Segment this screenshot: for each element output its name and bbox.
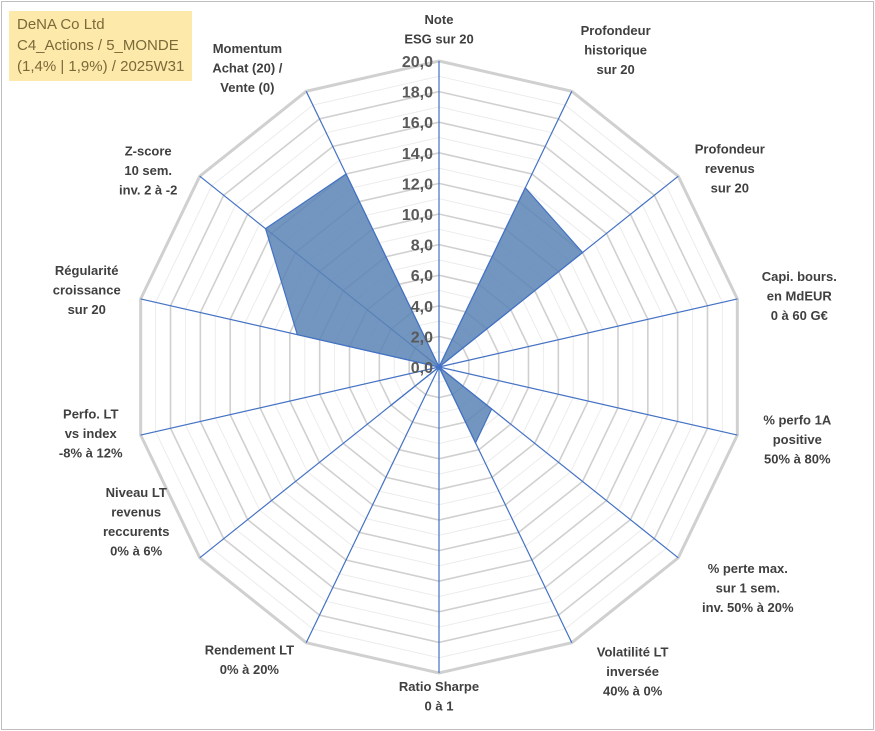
axis-label-line: 0% à 6% xyxy=(110,544,162,559)
axis-label-line: positive xyxy=(773,432,822,447)
tick-label: 6,0 xyxy=(411,268,433,285)
axis-label: Perfo. LT vs index -8% à 12% xyxy=(59,406,123,460)
title-line-1: DeNA Co Ltd xyxy=(17,16,105,33)
axis-label-line: Régularité xyxy=(55,263,119,278)
axis-label-line: inv. 50% à 20% xyxy=(702,600,794,615)
axis-label-line: % perfo 1A xyxy=(763,412,832,427)
axis-label-line: % perte max. xyxy=(708,561,788,576)
axis-label-line: sur 20 xyxy=(596,62,634,77)
axis-label-line: revenus xyxy=(111,505,161,520)
axis-label-line: vs index xyxy=(65,426,118,441)
tick-label: 4,0 xyxy=(411,299,433,316)
axis-label-line: Volatilité LT xyxy=(597,644,669,659)
axis-label-line: croissance xyxy=(53,283,121,298)
axis-label-line: 0% à 20% xyxy=(220,662,280,677)
tick-label: 0,0 xyxy=(411,360,433,377)
axis-label-line: Vente (0) xyxy=(220,80,274,95)
axis-label: Profondeur revenus sur 20 xyxy=(695,142,765,196)
chart-title: DeNA Co Ltd C4_Actions / 5_MONDE (1,4% |… xyxy=(9,11,193,81)
axis-label-line: Profondeur xyxy=(695,142,765,157)
axis-label-line: historique xyxy=(584,43,647,58)
axis-label-line: 10 sem. xyxy=(124,163,172,178)
axis-label: % perfo 1A positive 50% à 80% xyxy=(763,412,832,466)
axis-label-line: Rendement LT xyxy=(205,642,294,657)
title-line-3: (1,4% | 1,9%) / 2025W31 xyxy=(17,58,185,75)
tick-label: 10,0 xyxy=(402,207,433,224)
axis-label-line: ESG sur 20 xyxy=(404,32,473,47)
axis-label-line: revenus xyxy=(705,161,755,176)
axis-label-line: Note xyxy=(425,12,454,27)
axis-label-line: Momentum xyxy=(213,41,282,56)
axis-label-line: Capi. bours. xyxy=(762,269,837,284)
tick-label: 16,0 xyxy=(402,115,433,132)
axis-label-line: inversée xyxy=(606,664,659,679)
axis-label-line: en MdEUR xyxy=(767,289,833,304)
tick-label: 8,0 xyxy=(411,238,433,255)
tick-label: 18,0 xyxy=(402,85,433,102)
axis-label-line: 50% à 80% xyxy=(764,451,831,466)
axis-spoke xyxy=(140,366,440,436)
axis-label: Note ESG sur 20 xyxy=(404,12,473,47)
axis-label-line: inv. 2 à -2 xyxy=(119,183,177,198)
axis-label-line: 0 à 1 xyxy=(425,699,454,714)
axis-label-line: -8% à 12% xyxy=(59,445,123,460)
axis-label-line: 40% à 0% xyxy=(603,683,663,698)
title-line-2: C4_Actions / 5_MONDE xyxy=(17,37,179,54)
axis-label: Z-score 10 sem. inv. 2 à -2 xyxy=(119,144,177,198)
axis-label-line: reccurents xyxy=(103,524,169,539)
axis-label: Capi. bours. en MdEUR 0 à 60 G€ xyxy=(762,269,837,323)
axis-label: Volatilité LT inversée 40% à 0% xyxy=(597,644,669,698)
axis-spoke xyxy=(305,366,440,643)
axis-label-line: Achat (20) / xyxy=(212,61,282,76)
tick-label: 14,0 xyxy=(402,146,433,163)
axis-label: % perte max. sur 1 sem. inv. 50% à 20% xyxy=(702,561,794,615)
axis-label-line: Perfo. LT xyxy=(63,406,118,421)
axis-label: Ratio Sharpe 0 à 1 xyxy=(399,679,479,714)
axis-label-line: sur 20 xyxy=(711,181,749,196)
axis-label: Profondeur historique sur 20 xyxy=(581,23,651,77)
axis-label-line: Z-score xyxy=(125,144,172,159)
axis-label: Rendement LT 0% à 20% xyxy=(205,642,294,677)
axis-label-line: Niveau LT xyxy=(106,485,167,500)
axis-label: Niveau LT revenus reccurents 0% à 6% xyxy=(103,485,169,559)
tick-label: 20,0 xyxy=(402,54,433,71)
axis-label-line: 0 à 60 G€ xyxy=(771,308,828,323)
axis-label: Momentum Achat (20) / Vente (0) xyxy=(212,41,282,95)
tick-label: 12,0 xyxy=(402,176,433,193)
axis-label-line: sur 1 sem. xyxy=(716,581,780,596)
axis-spoke xyxy=(438,298,738,368)
axis-label-line: Ratio Sharpe xyxy=(399,679,479,694)
tick-label: 2,0 xyxy=(411,329,433,346)
axis-label: Régularité croissance sur 20 xyxy=(53,263,121,317)
axis-spoke xyxy=(438,366,738,436)
axis-label-line: sur 20 xyxy=(68,302,106,317)
axis-label-line: Profondeur xyxy=(581,23,651,38)
